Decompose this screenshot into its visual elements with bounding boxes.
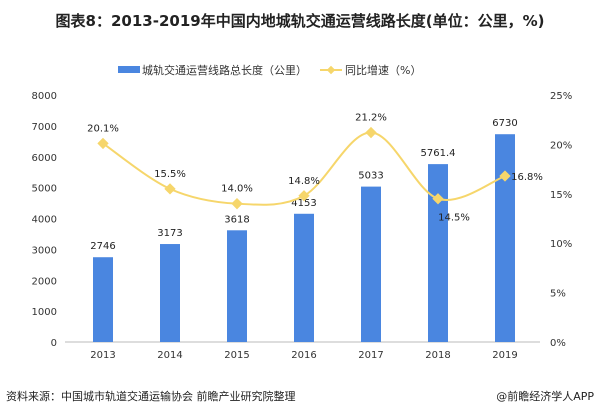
bar xyxy=(227,230,247,342)
left-tick-label: 8000 xyxy=(32,91,57,102)
bar xyxy=(160,244,180,342)
left-tick-label: 7000 xyxy=(32,122,57,133)
left-tick-label: 2000 xyxy=(32,276,57,287)
left-tick-label: 6000 xyxy=(32,153,57,164)
bar xyxy=(361,186,381,342)
line-point xyxy=(231,198,243,210)
line-point xyxy=(298,190,310,202)
legend-bar-label: 城轨交通运营线路总长度（公里） xyxy=(142,63,307,77)
bar xyxy=(495,134,515,342)
bar-data-label: 4153 xyxy=(291,198,316,209)
x-tick-label: 2016 xyxy=(291,350,316,361)
line-data-label: 14.5% xyxy=(438,213,470,224)
credit-note: @前瞻经济学人APP xyxy=(496,390,594,403)
line-data-label: 15.5% xyxy=(154,169,186,180)
x-tick-label: 2014 xyxy=(157,350,182,361)
legend-line-label: 同比增速（%） xyxy=(345,63,421,77)
line-data-label: 21.2% xyxy=(355,113,387,124)
bar xyxy=(93,257,113,342)
bar-data-label: 2746 xyxy=(90,241,115,252)
legend-line-marker xyxy=(326,65,336,75)
x-tick-label: 2018 xyxy=(425,350,450,361)
right-tick-label: 5% xyxy=(550,289,566,300)
bar-data-label: 6730 xyxy=(492,118,517,129)
line-data-label: 14.8% xyxy=(288,176,320,187)
left-tick-label: 3000 xyxy=(32,245,57,256)
x-tick-label: 2015 xyxy=(224,350,249,361)
right-tick-label: 0% xyxy=(550,338,566,349)
right-tick-label: 10% xyxy=(550,239,572,250)
x-tick-label: 2017 xyxy=(358,350,383,361)
line-point xyxy=(499,170,511,182)
line-data-label: 14.0% xyxy=(221,184,253,195)
left-tick-label: 4000 xyxy=(32,215,57,226)
bar-data-label: 5761.4 xyxy=(421,148,456,159)
chart-title: 图表8：2013-2019年中国内地城轨交通运营线路长度(单位：公里，%) xyxy=(55,12,545,30)
bar-data-label: 3173 xyxy=(157,228,182,239)
left-tick-label: 1000 xyxy=(32,307,57,318)
bar-data-label: 5033 xyxy=(358,171,383,182)
x-tick-label: 2019 xyxy=(492,350,517,361)
bar xyxy=(294,213,314,342)
line-data-label: 16.8% xyxy=(511,172,543,183)
line-point xyxy=(432,193,444,205)
line-data-label: 20.1% xyxy=(87,123,119,134)
legend-bar-swatch xyxy=(118,66,140,73)
source-note: 资料来源：中国城市轨道交通运输协会 前瞻产业研究院整理 xyxy=(6,390,296,403)
line-point xyxy=(365,126,377,139)
x-tick-label: 2013 xyxy=(90,350,115,361)
right-tick-label: 15% xyxy=(550,190,572,201)
left-tick-label: 0 xyxy=(51,338,57,349)
bar xyxy=(428,164,448,342)
left-tick-label: 5000 xyxy=(32,184,57,195)
right-tick-label: 25% xyxy=(550,91,572,102)
line-point xyxy=(164,183,176,195)
bar-data-label: 3618 xyxy=(224,214,249,225)
right-tick-label: 20% xyxy=(550,140,572,151)
